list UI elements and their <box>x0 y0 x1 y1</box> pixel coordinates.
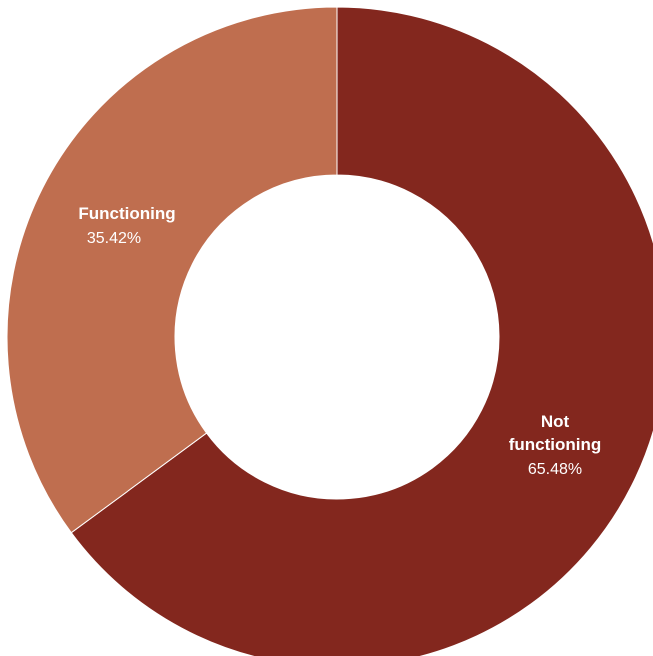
donut-labels: Not functioning 65.48% Functioning 35.42… <box>78 204 601 478</box>
slice-label-not-functioning-line1: Not <box>541 412 570 431</box>
slice-label-functioning: Functioning <box>78 204 175 223</box>
donut-slices <box>6 6 653 656</box>
slice-value-functioning: 35.42% <box>87 230 141 247</box>
slice-label-not-functioning-line2: functioning <box>509 435 602 454</box>
donut-slice-functioning <box>6 6 338 534</box>
slice-value-not-functioning: 65.48% <box>528 461 582 478</box>
donut-slice-not-functioning <box>70 6 653 656</box>
